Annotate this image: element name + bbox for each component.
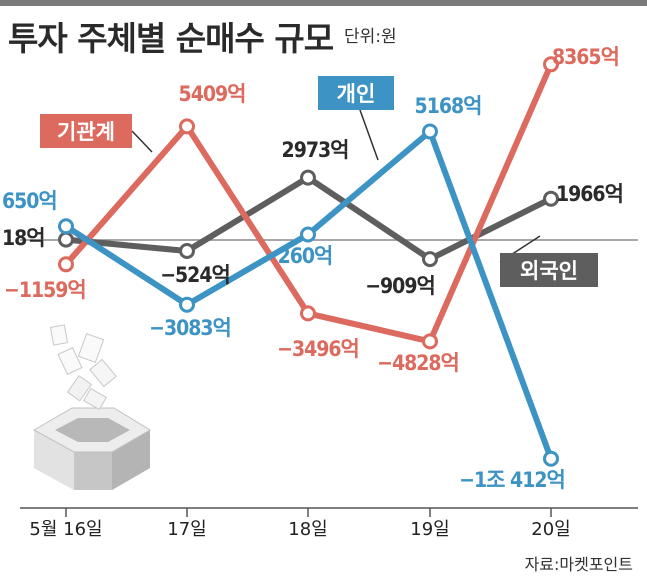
- data-point: [300, 226, 316, 243]
- source-label: 자료:마켓포인트: [524, 555, 633, 574]
- x-tick-label: 18일: [288, 519, 327, 540]
- data-point: [179, 118, 195, 135]
- legend-label: 외국인: [520, 259, 578, 283]
- data-point: [300, 169, 316, 186]
- legend-box: [318, 76, 394, 110]
- data-label: 5409억: [179, 82, 246, 106]
- data-label: −909억: [365, 274, 435, 298]
- data-label: −524억: [160, 263, 230, 287]
- data-point: [58, 231, 74, 248]
- x-tick-label: 5월 16일: [29, 519, 102, 540]
- data-point: [179, 296, 195, 313]
- data-label: 1966억: [556, 182, 623, 206]
- x-tick-label: 20일: [531, 519, 570, 540]
- data-label: 260억: [278, 244, 333, 268]
- data-point: [422, 251, 438, 268]
- data-point: [300, 305, 316, 322]
- data-point: [422, 333, 438, 350]
- data-label: 2973억: [282, 138, 349, 162]
- legend-label: 기관계: [57, 120, 115, 144]
- data-point: [58, 256, 74, 273]
- legend-label: 개인: [337, 82, 376, 106]
- data-label: 8365억: [552, 45, 619, 69]
- top-border: [0, 0, 647, 6]
- ballot-box-illustration: [32, 324, 151, 490]
- data-label: −1조 412억: [459, 468, 565, 492]
- data-label: −1159억: [4, 278, 86, 302]
- unit-label: 단위:원: [344, 27, 397, 47]
- data-point: [543, 56, 559, 73]
- data-label: −3083억: [149, 316, 231, 340]
- data-point: [543, 450, 559, 467]
- data-label: 5168억: [415, 94, 482, 118]
- data-point: [543, 190, 559, 207]
- legend-leader-line: [359, 109, 379, 161]
- x-tick-label: 17일: [167, 519, 206, 540]
- data-point: [58, 218, 74, 235]
- chart-title: 투자 주체별 순매수 규모: [8, 19, 334, 58]
- legend-box: [40, 114, 132, 148]
- data-label: 650억: [2, 189, 57, 213]
- legend-box: [500, 253, 598, 287]
- x-tick-label: 19일: [410, 519, 449, 540]
- data-point: [179, 243, 195, 259]
- data-label: −3496억: [277, 337, 359, 361]
- data-label: −4828억: [377, 351, 459, 375]
- data-label: 18억: [2, 226, 45, 250]
- legend-leader-line: [131, 130, 153, 153]
- data-point: [422, 123, 438, 140]
